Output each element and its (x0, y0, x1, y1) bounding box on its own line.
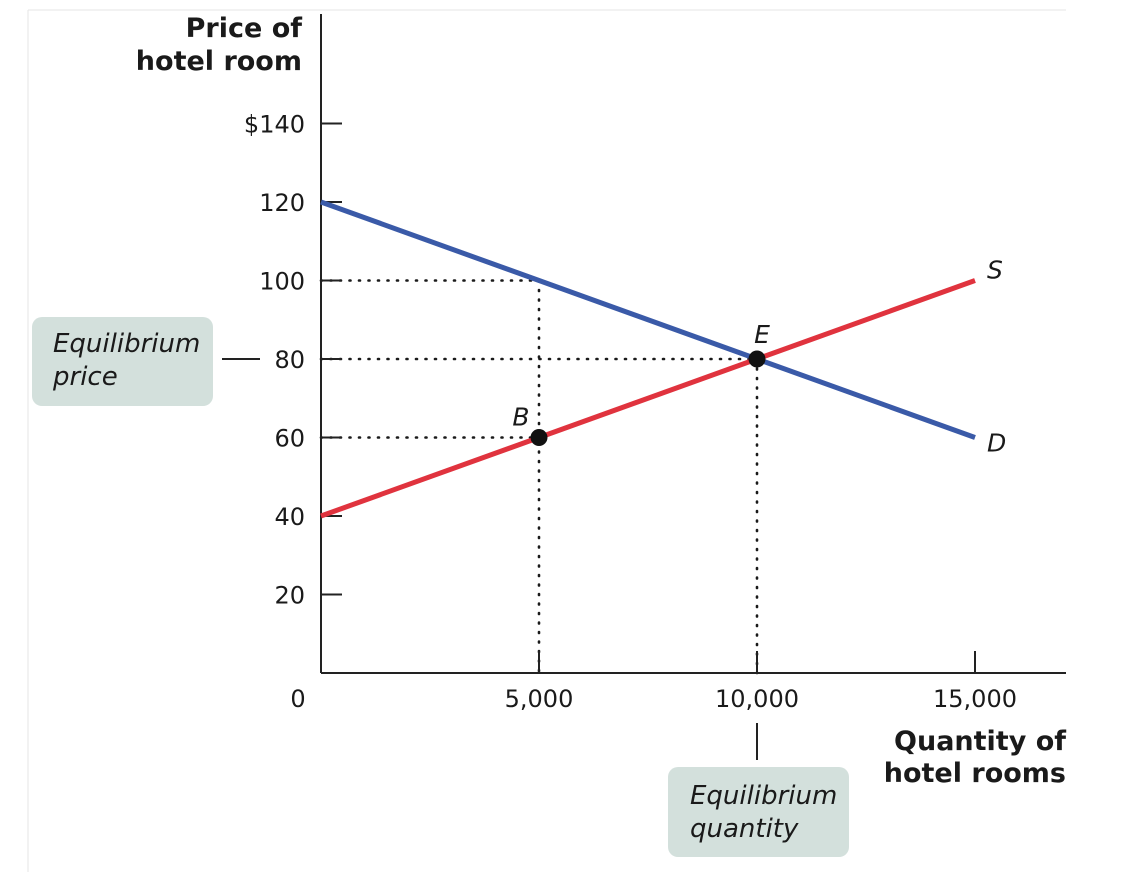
point-e (748, 350, 766, 368)
x-tick-label-5000: 5,000 (505, 685, 574, 713)
d-curve (320, 199, 976, 440)
price-callout-line2: price (52, 362, 118, 392)
axes (27, 9, 1066, 872)
guide-lines (319, 279, 759, 675)
y-tick-label-80: 80 (274, 346, 305, 374)
curves (320, 199, 976, 519)
point-b (530, 429, 548, 446)
chart-labels: 20 40 60 80 100 120 $140 5,000 10,000 15,000 0 Pric… (136, 13, 1066, 789)
quantity-callout-line2: quantity (690, 814, 799, 844)
y-axis-title-line2: hotel room (136, 46, 302, 77)
s-curve (320, 278, 976, 519)
y-tick-label-120: 120 (259, 189, 305, 217)
s-curve-label: S (987, 256, 1003, 285)
x-axis-title-line1: Quantity of (894, 726, 1066, 757)
y-tick-label-60: 60 (274, 425, 305, 453)
price-callout-line1: Equilibrium (53, 329, 200, 359)
y-tick-label-100: 100 (259, 268, 305, 296)
point-label-e: E (754, 320, 770, 349)
y-axis-title-line1: Price of (186, 13, 303, 44)
quantity-callout-box (668, 767, 849, 857)
x-tick-label-10000: 10,000 (715, 685, 799, 713)
x-tick-label-15000: 15,000 (933, 685, 1017, 713)
equilibrium-points (530, 350, 766, 446)
d-curve-label: D (987, 429, 1006, 458)
point-label-b: B (512, 403, 529, 432)
y-tick-label-40: 40 (274, 503, 305, 531)
x-axis-title-line2: hotel rooms (884, 758, 1066, 789)
y-tick-label-20: 20 (274, 582, 305, 610)
price-callout-box (32, 317, 213, 406)
origin-label: 0 (290, 685, 305, 713)
y-tick-label-140: $140 (244, 111, 305, 139)
quantity-callout-line1: Equilibrium (690, 781, 837, 811)
